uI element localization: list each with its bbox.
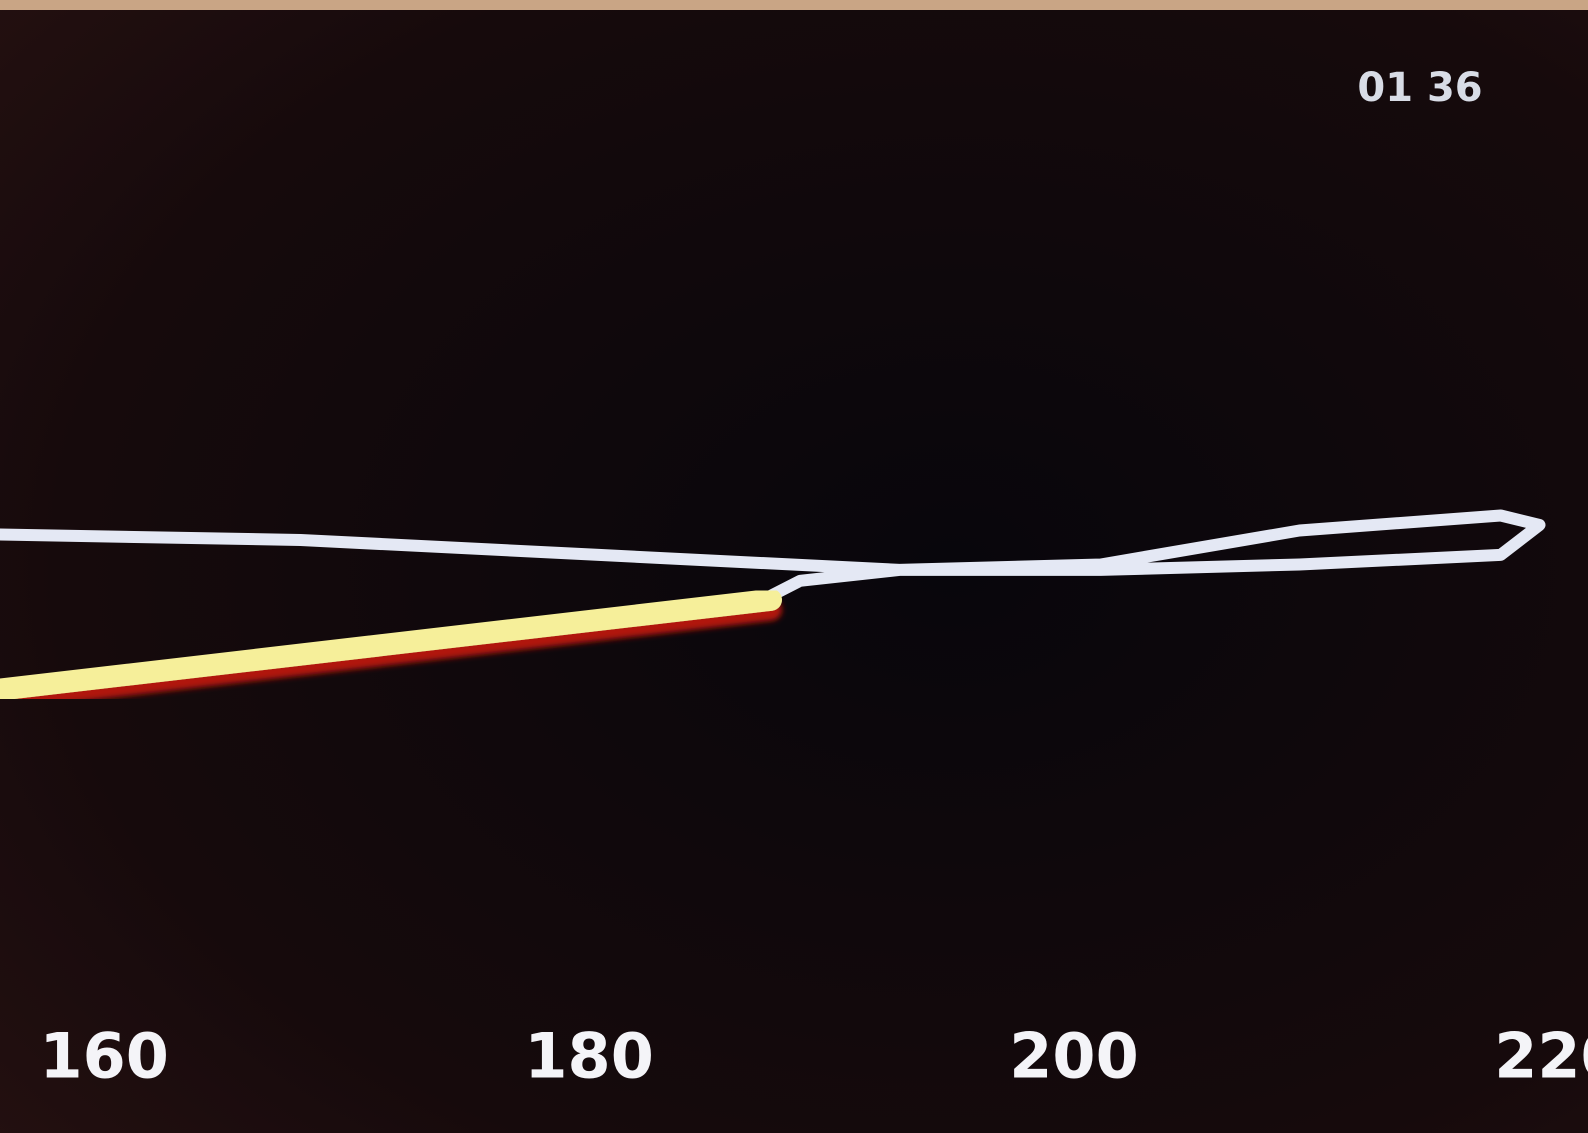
x-tick-label: 220 [1494,1019,1588,1092]
x-tick-label: 180 [524,1019,653,1092]
chart: 01 36 160 180 200 220 [0,0,1588,1133]
top-edge [0,0,1588,10]
x-tick-label: 160 [40,1019,169,1092]
annotation: 01 36 [1357,65,1482,111]
page: 01 36 160180200220 (() => { const data =… [0,0,1588,1133]
x-tick-label: 200 [1009,1019,1138,1092]
